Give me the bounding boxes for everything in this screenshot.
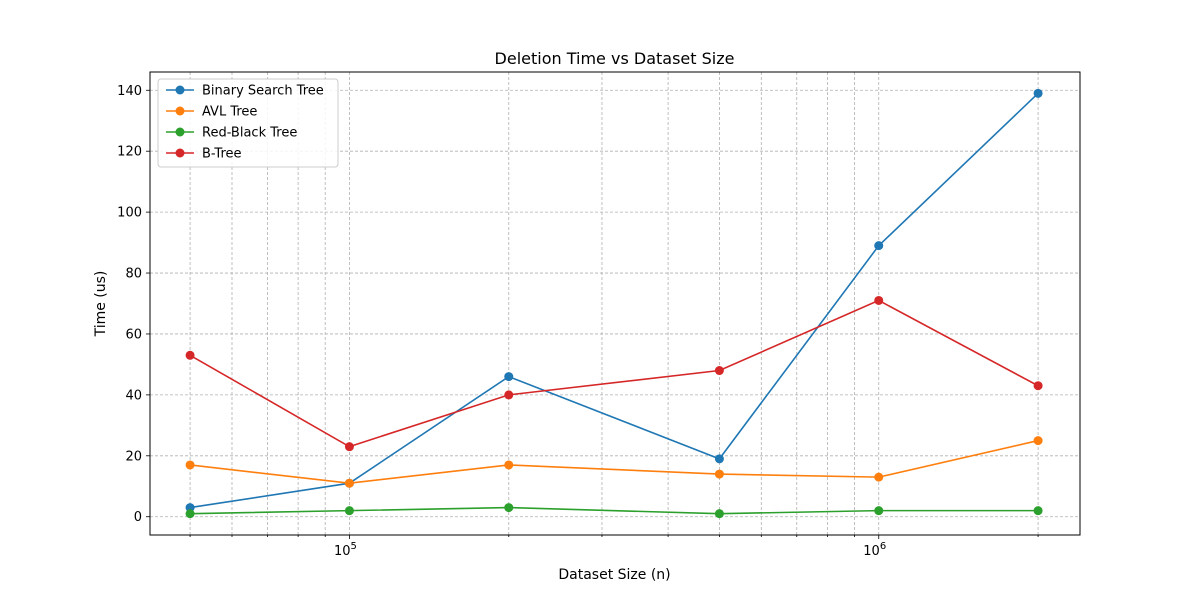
series-line-b-tree	[189, 299, 1039, 448]
y-tick-label: 60	[125, 327, 142, 342]
series-group	[185, 88, 1043, 519]
y-tick-label: 80	[125, 267, 142, 282]
chart-title: Deletion Time vs Dataset Size	[495, 49, 735, 68]
data-point-b-tree	[185, 350, 195, 360]
x-tick-label: 106	[863, 541, 886, 559]
data-point-b-tree	[504, 390, 514, 400]
legend: Binary Search Tree AVL Tree Red-Black Tree…	[157, 78, 339, 168]
data-point-binary-search-tree	[874, 241, 884, 251]
data-point-b-tree	[344, 442, 354, 452]
legend-label-binary-search-tree: Binary Search Tree	[202, 84, 324, 99]
data-point-b-tree	[714, 366, 724, 376]
y-tick-label: 100	[117, 206, 142, 221]
legend-marker-binary-search-tree	[175, 85, 185, 95]
data-point-avl-tree	[344, 478, 354, 488]
y-tick-label: 120	[117, 145, 142, 160]
series-line-binary-search-tree	[189, 92, 1039, 509]
y-tick-label: 140	[117, 84, 142, 99]
legend-marker-avl-tree	[175, 106, 185, 116]
y-tick-label: 40	[125, 388, 142, 403]
legend-label-avl-tree: AVL Tree	[202, 105, 257, 120]
data-point-red-black-tree	[344, 506, 354, 516]
data-point-avl-tree	[185, 460, 195, 470]
series-line-avl-tree	[189, 439, 1039, 485]
x-tick-label: 105	[334, 541, 357, 559]
data-point-avl-tree	[714, 469, 724, 479]
legend-label-b-tree: B-Tree	[202, 147, 242, 162]
data-point-red-black-tree	[504, 503, 514, 513]
data-point-red-black-tree	[1033, 506, 1043, 516]
legend-marker-red-black-tree	[175, 127, 185, 137]
data-point-binary-search-tree	[714, 454, 724, 464]
data-point-avl-tree	[874, 472, 884, 482]
data-point-binary-search-tree	[504, 372, 514, 382]
data-point-red-black-tree	[714, 509, 724, 519]
grid-lines	[150, 72, 1080, 535]
data-point-binary-search-tree	[1033, 88, 1043, 98]
data-point-avl-tree	[1033, 436, 1043, 446]
legend-label-red-black-tree: Red-Black Tree	[202, 126, 297, 141]
legend-marker-b-tree	[175, 148, 185, 158]
data-point-avl-tree	[504, 460, 514, 470]
data-point-red-black-tree	[185, 509, 195, 519]
x-axis-label: Dataset Size (n)	[558, 567, 670, 583]
y-tick-label: 20	[125, 449, 142, 464]
y-tick-label: 0	[134, 510, 142, 525]
data-point-b-tree	[874, 295, 884, 305]
data-point-b-tree	[1033, 381, 1043, 391]
series-line-red-black-tree	[190, 506, 1039, 515]
y-axis-label: Time (us)	[93, 271, 109, 338]
plot-area-frame	[149, 71, 1081, 536]
legend-box	[157, 78, 339, 168]
data-point-red-black-tree	[874, 506, 884, 516]
axis-ticks: 105 106 0 20 40 60 80 100 120 140	[117, 84, 1039, 559]
